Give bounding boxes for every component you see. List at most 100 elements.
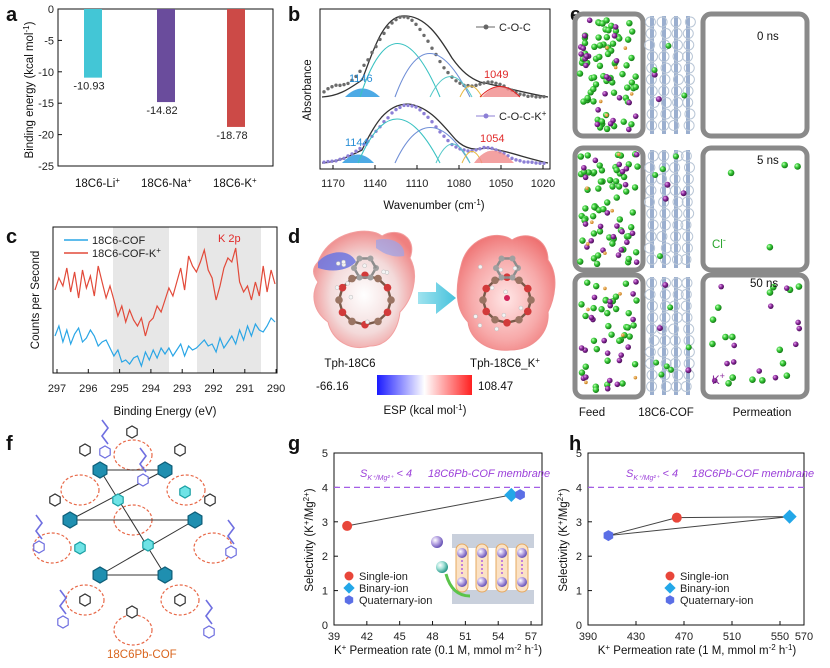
ftir-point xyxy=(522,93,526,97)
panel-label-d: d xyxy=(288,226,300,248)
potassium-ion xyxy=(625,344,631,350)
ftir-point xyxy=(454,79,458,83)
crown-ether-ring xyxy=(668,323,680,335)
chloride-ion xyxy=(625,232,632,240)
membrane-ion xyxy=(651,67,658,74)
aromatic-ring xyxy=(137,473,149,487)
crown-ether-ring xyxy=(683,162,695,173)
magnesium-ion xyxy=(584,380,588,385)
hydrogen-atom xyxy=(345,281,350,286)
xtick-label: 570 xyxy=(795,631,813,643)
aromatic-ring xyxy=(187,511,203,529)
panel-h-threshold-label: SK⁺/Mg²⁺ < 4 xyxy=(626,468,678,482)
ftir-point xyxy=(466,149,470,153)
chloride-ion xyxy=(603,17,610,24)
membrane-ion xyxy=(685,344,692,351)
crown-ether-ring xyxy=(669,242,681,254)
potassium-ion xyxy=(724,360,730,367)
potassium-ion xyxy=(731,342,737,349)
potassium-ion xyxy=(619,228,625,235)
transform-arrow xyxy=(418,282,456,314)
carbon-atom xyxy=(491,276,499,285)
chloride-ion xyxy=(606,177,614,184)
crown-ether-ring xyxy=(682,231,694,242)
crown-ether-ring xyxy=(660,97,672,108)
chloride-ion xyxy=(609,240,616,247)
chloride-ion xyxy=(624,84,631,91)
ftir-point xyxy=(394,17,398,22)
ftir-upper-comp-5 xyxy=(459,85,483,98)
xps-annotation: K 2p xyxy=(218,233,241,245)
crown-ether-ring xyxy=(680,254,692,265)
carbon-atom xyxy=(335,296,343,304)
panel-a-xtick-na: 18C6-Na+ xyxy=(141,176,192,190)
ftir-point xyxy=(522,160,526,164)
feed-reservoir xyxy=(572,11,646,139)
membrane-ion xyxy=(673,153,680,160)
ftir-point xyxy=(330,159,334,163)
panel-b: b 1146 1049 C-O-C 1144 1054 C-O-C-K+ 117… xyxy=(288,4,555,212)
magnesium-ion xyxy=(603,251,607,255)
chloride-ion xyxy=(727,169,735,177)
ftir-point xyxy=(510,156,514,161)
crown-ether-ring xyxy=(670,16,682,28)
chloride-ion xyxy=(596,228,604,235)
potassium-ion xyxy=(718,283,724,290)
chloride-ion xyxy=(582,312,589,320)
chloride-ion xyxy=(584,152,591,159)
membrane-ion xyxy=(657,253,664,260)
crown-ether xyxy=(113,614,153,646)
chloride-ion xyxy=(598,167,606,174)
chloride-ion xyxy=(628,121,635,128)
carbon-atom xyxy=(351,265,357,271)
inset-ion-top xyxy=(477,548,487,558)
md-label-feed: Feed xyxy=(579,407,605,419)
panel-a: a 0 -5 -10 -15 -20 -25 -10.93 -14.82 -18.78 Bin… xyxy=(6,4,274,190)
oxygen-atom xyxy=(503,319,511,327)
chloride-ion xyxy=(625,309,632,317)
crown-ether-ring xyxy=(648,97,660,108)
crown-ether-ring xyxy=(681,196,693,208)
chloride-ion xyxy=(709,316,717,324)
ftir-point xyxy=(350,78,354,83)
ftir-point xyxy=(386,116,390,120)
hydrogen-atom xyxy=(501,312,507,318)
xtick-label: 45 xyxy=(394,631,406,643)
panel-h-marks xyxy=(603,509,797,542)
chloride-ion xyxy=(597,178,605,185)
potassium-ion xyxy=(578,51,584,57)
ftir-point xyxy=(350,152,354,156)
panel-g-frame xyxy=(333,452,543,626)
legend-marker-single xyxy=(665,571,675,581)
ytick-label: 3 xyxy=(576,517,582,529)
chloride-ion xyxy=(589,213,597,220)
ftir-point xyxy=(426,115,430,120)
panel-h-ylabel: Selectivity (K+/Mg2+) xyxy=(556,488,570,591)
chloride-ion xyxy=(794,163,801,170)
panel-h-frame xyxy=(587,452,805,626)
xtick-label: 39 xyxy=(328,631,340,643)
ytick-label: 5 xyxy=(576,448,582,460)
panel-label-f: f xyxy=(6,433,13,455)
xtick-label: 550 xyxy=(771,631,789,643)
ftir-point xyxy=(346,81,350,86)
membrane-ion xyxy=(651,71,658,78)
crown-ether-ring xyxy=(647,51,659,62)
chloride-ion xyxy=(590,85,597,93)
chloride-ion xyxy=(632,83,639,91)
ftir-point xyxy=(386,25,390,30)
crown-ether-ring xyxy=(648,335,660,346)
chloride-ion xyxy=(624,36,632,43)
chloride-ion xyxy=(616,35,623,42)
chloride-ion xyxy=(598,118,606,125)
inset-ion-top xyxy=(457,548,467,558)
potassium-ion xyxy=(606,377,613,384)
ftir-point xyxy=(458,81,462,85)
hydrogen-atom xyxy=(518,305,524,311)
crown-ether-ring xyxy=(669,358,681,369)
panel-g-threshold-label: SK⁺/Mg²⁺ < 4 xyxy=(360,468,412,482)
panel-h-xlabel: K+ Permeation rate (1 M, mmol m-2 h-1) xyxy=(598,643,797,657)
crown-ether-ring xyxy=(647,219,659,231)
